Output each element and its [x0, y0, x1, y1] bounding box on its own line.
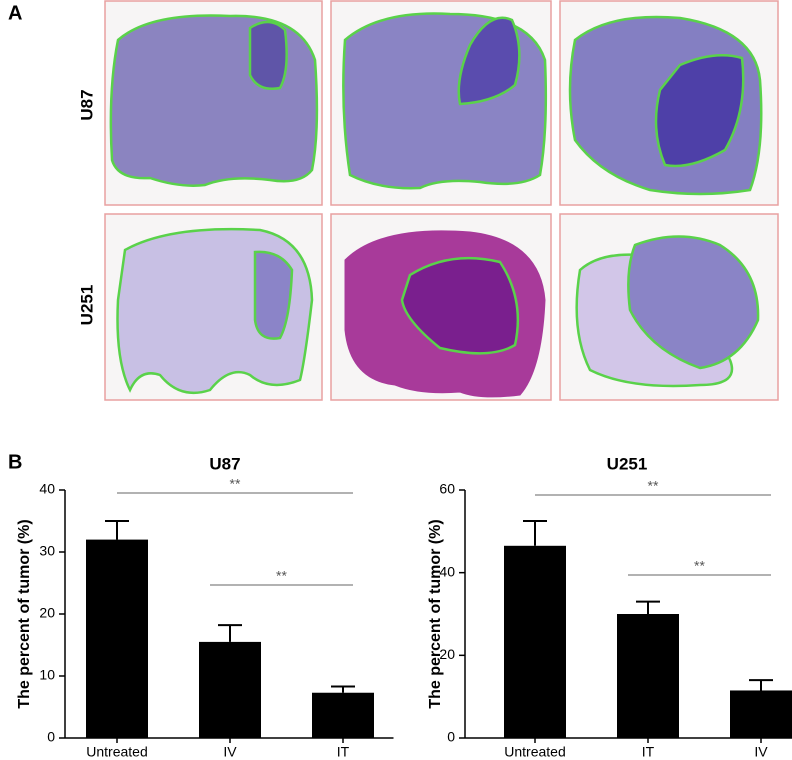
error-bar	[636, 600, 660, 614]
panel-label: B	[8, 451, 22, 473]
y-tick-label: 20	[39, 605, 55, 621]
tumor	[248, 20, 288, 90]
y-tick-label: 30	[39, 543, 55, 559]
y-tick-label: 40	[39, 481, 55, 497]
y-tick-label: 0	[447, 729, 455, 745]
error-bar	[331, 685, 355, 693]
x-tick-label: IV	[754, 744, 768, 760]
y-tick-label: 60	[439, 481, 455, 497]
x-tick-label: Untreated	[504, 744, 565, 760]
y-axis-label: The percent of tumor (%)	[427, 519, 444, 708]
x-tick-label: IT	[337, 744, 350, 760]
chart-title: U87	[209, 454, 240, 473]
row-label: U87	[77, 89, 96, 120]
x-tick-label: IT	[642, 744, 655, 760]
row-label: U251	[77, 285, 96, 326]
y-axis-label: The percent of tumor (%)	[16, 519, 33, 708]
y-tick-label: 10	[39, 667, 55, 683]
significance-label: **	[230, 476, 241, 492]
significance-label: **	[648, 478, 659, 494]
bar	[199, 641, 261, 738]
error-bar	[523, 520, 547, 546]
significance-label: **	[276, 568, 287, 584]
bar	[86, 539, 148, 738]
x-tick-label: IV	[223, 744, 237, 760]
bar	[504, 545, 566, 738]
bar	[312, 692, 374, 738]
tumor	[627, 235, 760, 370]
bar	[730, 690, 792, 738]
chart-title: U251	[607, 454, 648, 473]
error-bar	[218, 624, 242, 642]
y-tick-label: 40	[439, 563, 455, 579]
x-tick-label: Untreated	[86, 744, 147, 760]
panel-label: A	[8, 2, 22, 24]
tumor	[400, 256, 520, 355]
histology-images	[104, 0, 779, 401]
bar	[617, 614, 679, 738]
error-bar	[749, 679, 773, 691]
error-bar	[105, 520, 129, 540]
tumor	[253, 250, 294, 340]
y-tick-label: 0	[47, 729, 55, 745]
tumor	[654, 53, 745, 168]
tumor	[457, 16, 521, 106]
y-tick-label: 20	[439, 646, 455, 662]
significance-label: **	[694, 558, 705, 574]
